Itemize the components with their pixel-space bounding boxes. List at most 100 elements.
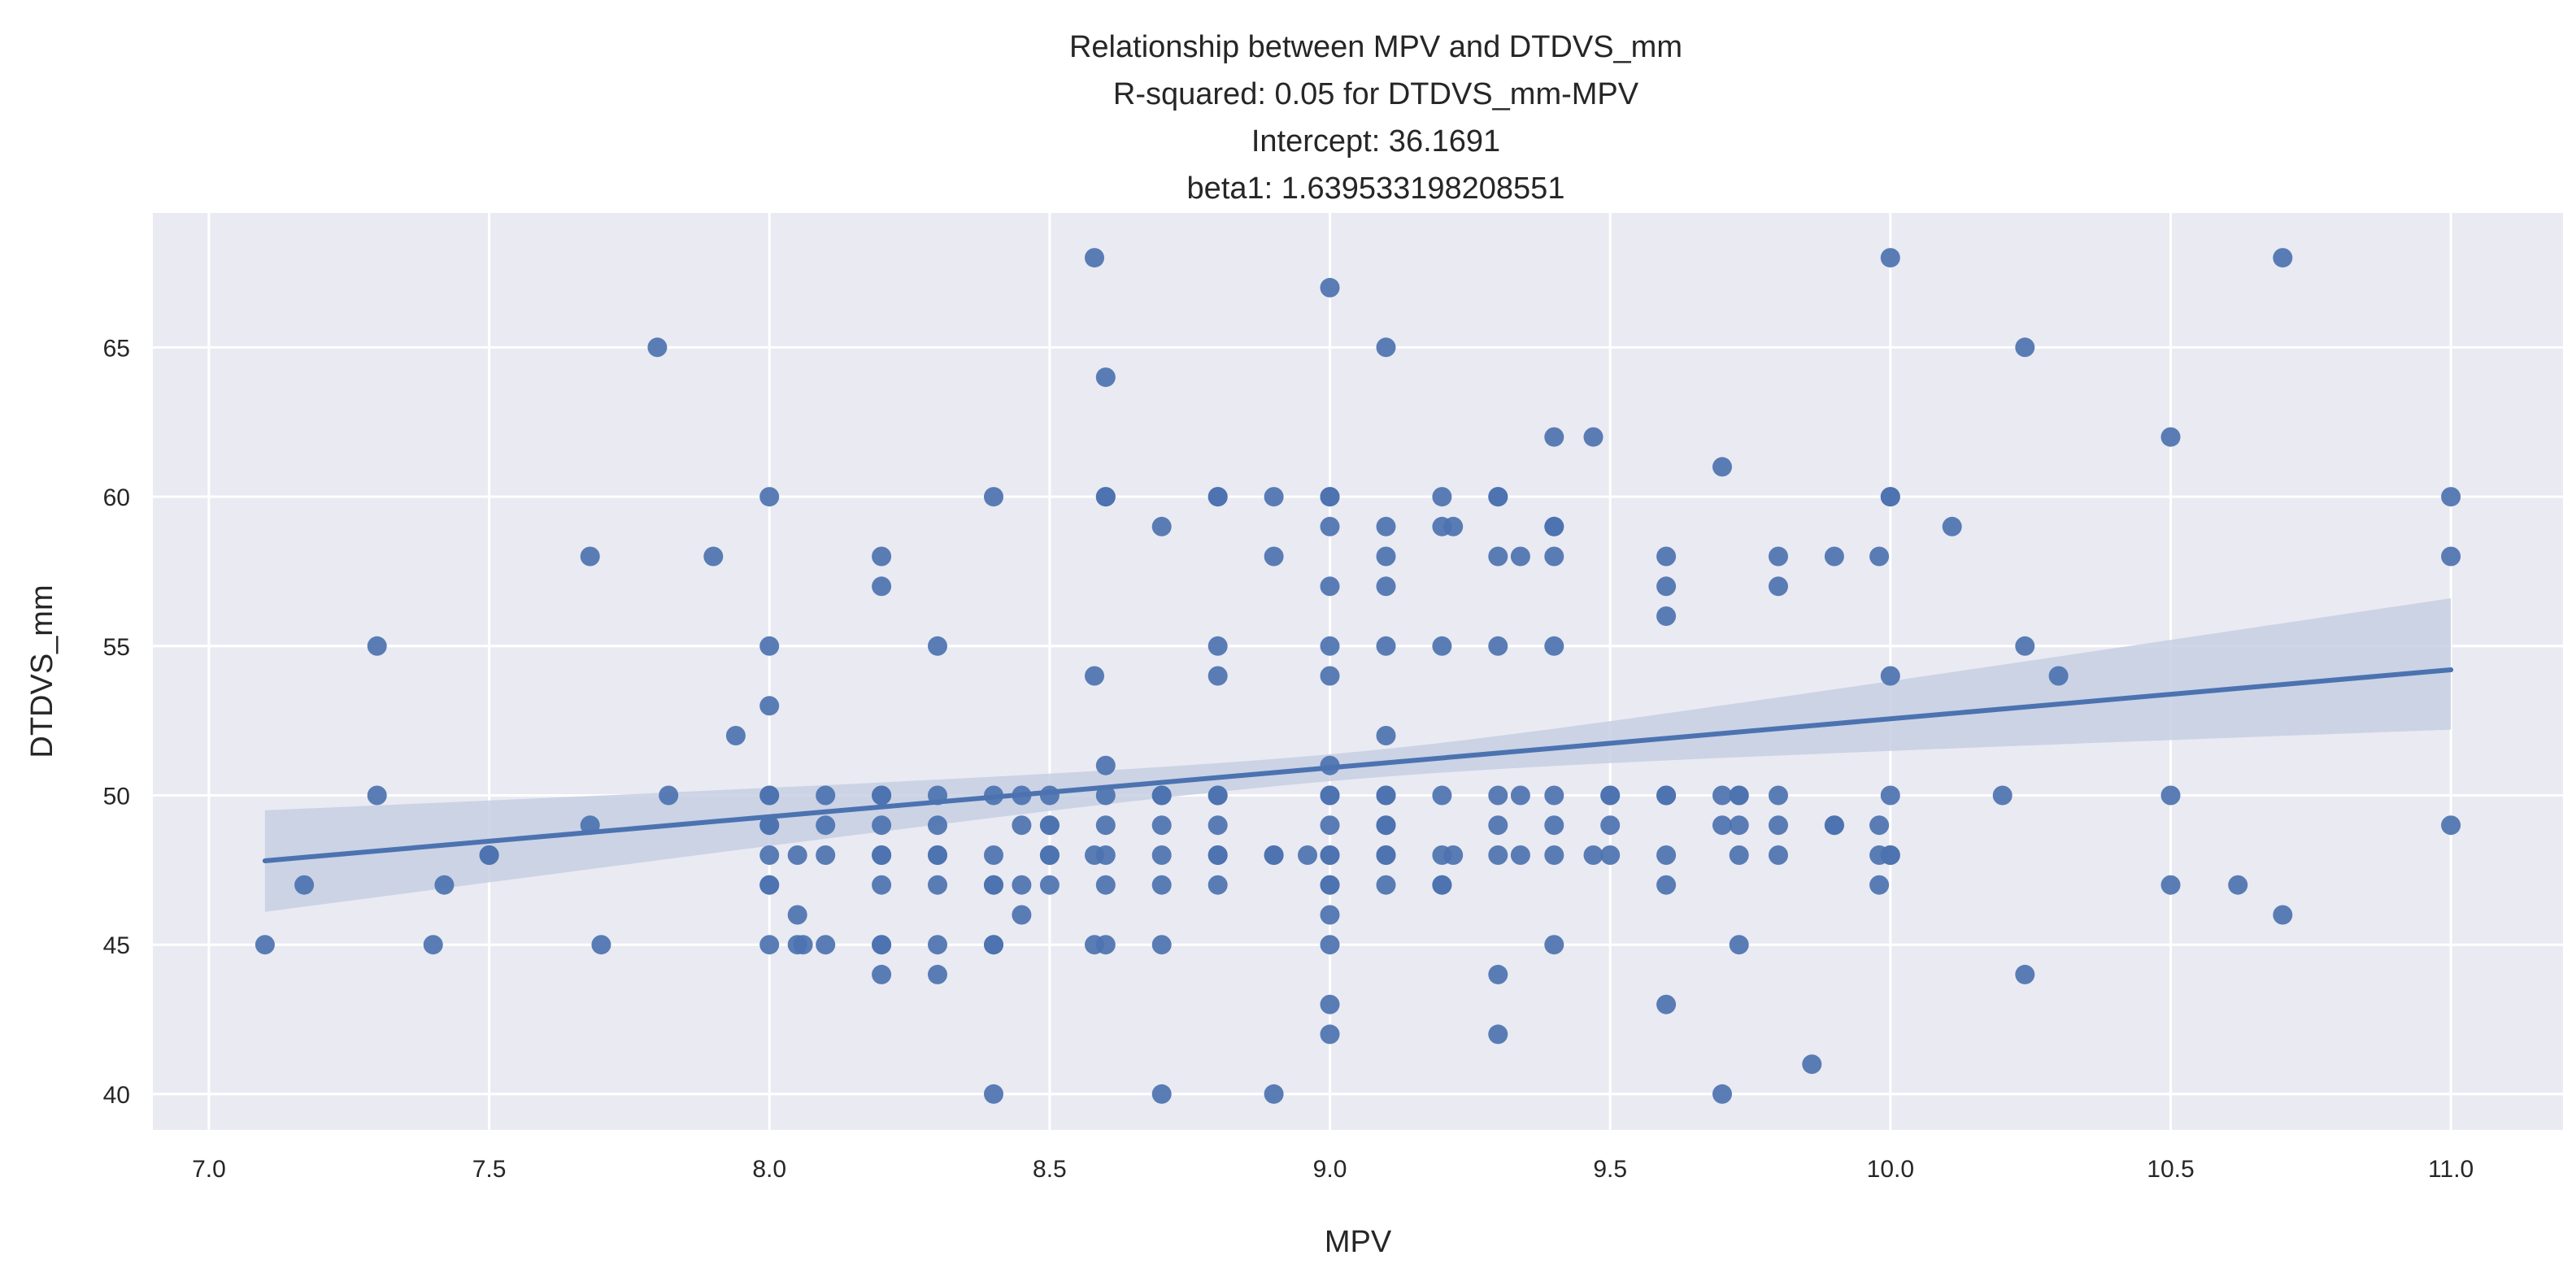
data-point xyxy=(1376,845,1396,865)
data-point xyxy=(1151,1084,1172,1104)
data-point xyxy=(1656,546,1677,567)
data-point xyxy=(1376,726,1396,745)
data-point xyxy=(1712,815,1732,836)
data-point xyxy=(1769,845,1788,865)
data-point xyxy=(580,546,600,567)
data-point xyxy=(1544,427,1564,447)
data-point xyxy=(872,845,892,865)
data-point xyxy=(872,785,892,806)
data-point xyxy=(759,845,780,865)
data-point xyxy=(1151,815,1172,836)
data-point xyxy=(1880,845,1900,865)
data-point xyxy=(1880,666,1900,686)
data-point xyxy=(1320,487,1340,507)
data-point xyxy=(984,935,1003,955)
data-point xyxy=(1320,1024,1340,1045)
data-point xyxy=(1095,487,1116,507)
data-point xyxy=(1869,875,1890,895)
data-point xyxy=(367,636,387,656)
data-point xyxy=(1488,845,1508,865)
x-tick-label: 10.5 xyxy=(2147,1156,2194,1183)
data-point xyxy=(816,845,836,865)
x-axis-label: MPV xyxy=(1325,1225,1392,1259)
data-point xyxy=(1544,845,1564,865)
data-point xyxy=(1729,845,1749,865)
data-point xyxy=(759,636,780,656)
data-point xyxy=(1095,875,1116,895)
data-point xyxy=(1488,785,1508,806)
data-point xyxy=(1443,516,1464,536)
data-point xyxy=(1208,487,1228,507)
data-point xyxy=(1824,815,1844,836)
data-point xyxy=(1376,516,1396,536)
confidence-band xyxy=(264,598,2452,912)
data-point xyxy=(659,785,679,806)
data-point xyxy=(1012,875,1032,895)
data-point xyxy=(872,935,892,955)
data-point xyxy=(479,845,499,865)
y-tick-label: 45 xyxy=(103,932,130,959)
x-tick-label: 9.5 xyxy=(1593,1156,1627,1183)
data-point xyxy=(1376,546,1396,567)
data-point xyxy=(1012,905,1032,925)
data-point xyxy=(1039,815,1060,836)
data-point xyxy=(1510,845,1530,865)
data-point xyxy=(1095,755,1116,775)
data-point xyxy=(1208,875,1228,895)
data-point xyxy=(1151,935,1172,955)
data-point xyxy=(1320,576,1340,597)
data-point xyxy=(647,337,668,358)
data-point xyxy=(1264,845,1284,865)
data-point xyxy=(591,935,611,955)
data-point xyxy=(759,935,780,955)
data-point xyxy=(1264,546,1284,567)
data-point xyxy=(1012,815,1032,836)
data-point xyxy=(928,935,947,955)
regression-line-layer xyxy=(262,667,2454,863)
data-point xyxy=(1600,785,1621,806)
data-point xyxy=(1712,457,1732,477)
y-tick-label: 50 xyxy=(103,783,130,810)
data-point xyxy=(759,785,780,806)
data-point xyxy=(1376,576,1396,597)
data-point xyxy=(1095,785,1116,806)
data-point xyxy=(1656,845,1677,865)
data-point xyxy=(1039,875,1060,895)
data-point xyxy=(1376,785,1396,806)
data-point xyxy=(703,546,724,567)
data-point xyxy=(1320,815,1340,836)
data-point xyxy=(872,964,892,984)
data-point xyxy=(1488,487,1508,507)
data-point xyxy=(1729,785,1749,806)
data-point xyxy=(1510,546,1530,567)
data-point xyxy=(1488,1024,1508,1045)
x-tick-label: 7.0 xyxy=(192,1156,226,1183)
data-point xyxy=(1544,785,1564,806)
data-point xyxy=(984,875,1003,895)
data-point xyxy=(1880,785,1900,806)
x-axis-ticks: 7.0 7.5 8.0 8.5 9.0 9.5 10.0 10.5 11.0 xyxy=(192,1156,2474,1183)
data-point xyxy=(872,815,892,836)
x-tick-label: 10.0 xyxy=(1867,1156,1914,1183)
data-point xyxy=(1376,815,1396,836)
data-point xyxy=(1656,994,1677,1014)
data-point xyxy=(1769,815,1788,836)
data-point xyxy=(1376,636,1396,656)
data-point xyxy=(2160,875,2181,895)
y-tick-label: 65 xyxy=(103,335,130,362)
data-point xyxy=(1085,666,1104,686)
data-point xyxy=(1320,905,1340,925)
data-point xyxy=(1151,516,1172,536)
data-point xyxy=(1769,576,1788,597)
data-point xyxy=(423,935,443,955)
chart-title-line-2: R-squared: 0.05 for DTDVS_mm-MPV xyxy=(1113,77,1639,111)
data-point xyxy=(1151,785,1172,806)
data-point xyxy=(1802,1054,1822,1075)
data-point xyxy=(1729,935,1749,955)
data-point xyxy=(1432,875,1452,895)
data-point xyxy=(1600,845,1621,865)
data-point xyxy=(1583,845,1603,865)
data-point xyxy=(1320,935,1340,955)
data-point xyxy=(1544,935,1564,955)
